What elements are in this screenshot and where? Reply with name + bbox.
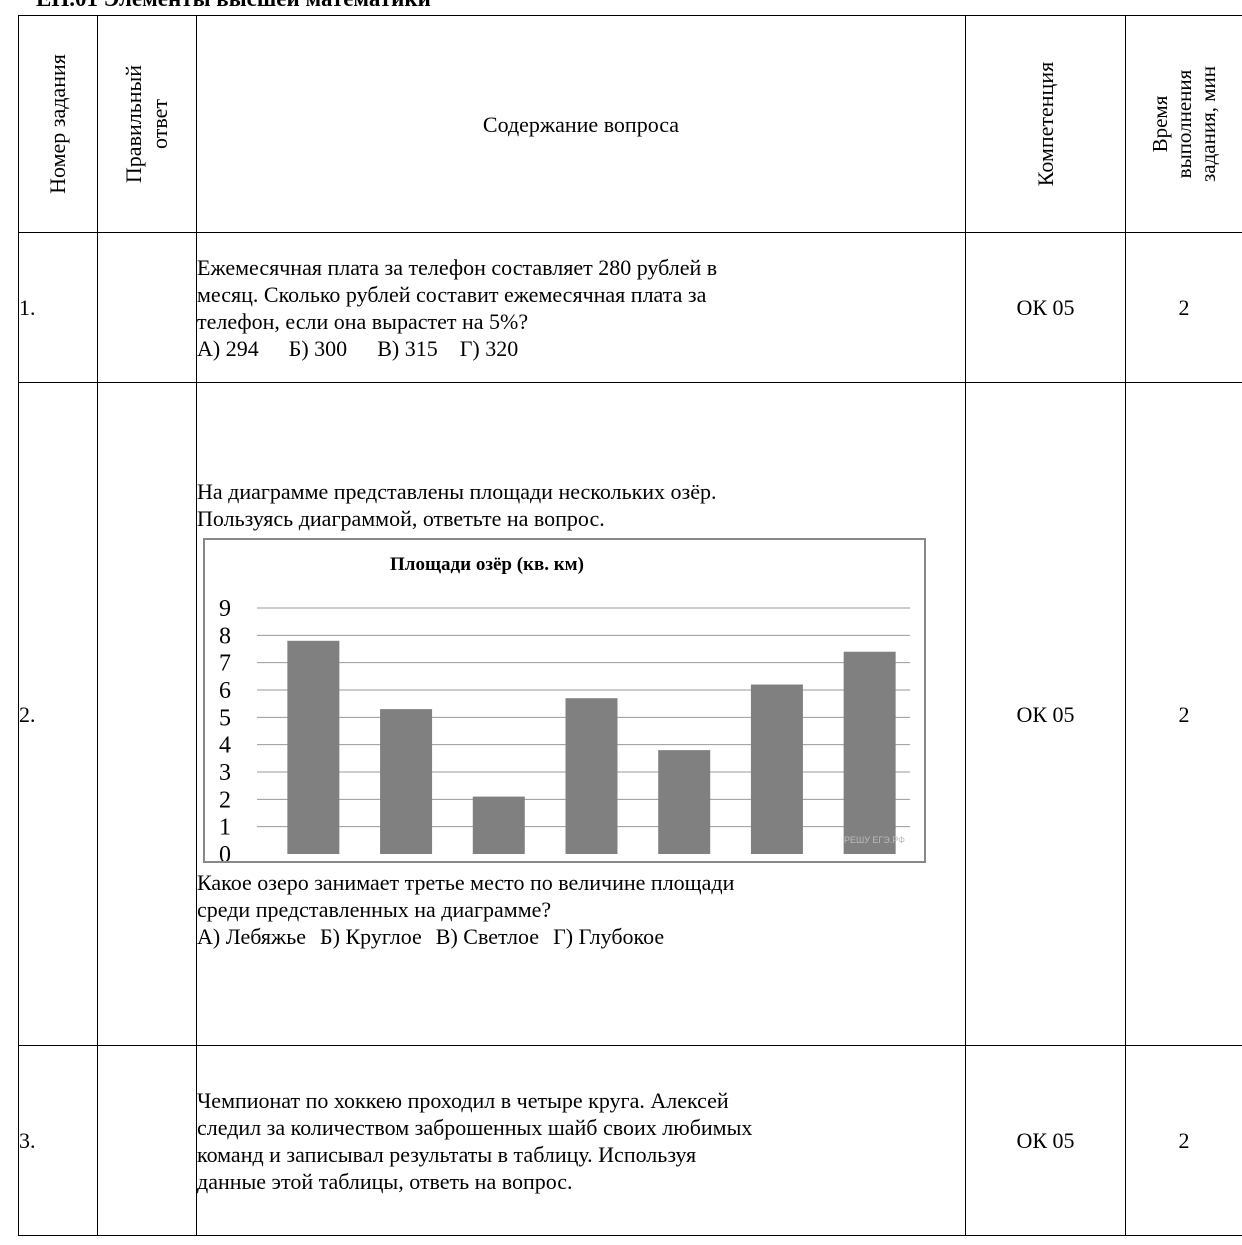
y-tick-label: 8: [219, 623, 231, 649]
answer-options: А) 294 Б) 300 В) 315 Г) 320: [197, 335, 519, 361]
table-row: 2. На диаграмме представлены площади нес…: [18, 382, 1242, 1046]
competence-cell: ОК 05: [965, 232, 1126, 383]
competence-cell: ОК 05: [965, 1045, 1126, 1236]
header-number: Номер задания: [18, 15, 98, 233]
y-tick-label: 0: [219, 842, 231, 861]
bar-4: [565, 698, 618, 854]
time-cell: 2: [1125, 232, 1242, 383]
answer-options: А) Лебяжье Б) Круглое В) Светлое Г) Глубоко…: [197, 924, 665, 949]
correct-answer-cell: [97, 382, 197, 1046]
question-number: 3.: [18, 1045, 98, 1236]
header-competence-label: Компетенция: [1032, 61, 1058, 187]
y-tick-label: 7: [219, 651, 231, 677]
time-cell: 2: [1125, 382, 1242, 1046]
bar-5: [658, 750, 711, 854]
y-tick-label: 5: [219, 705, 231, 731]
header-time-label: Время выполнения задания, мин: [1148, 65, 1220, 183]
chart-watermark: РЕШУ ЕГЭ.РФ: [844, 835, 905, 845]
correct-answer-cell: [97, 232, 197, 383]
y-tick-label: 2: [219, 787, 231, 813]
table-row: 1. Ежемесячная плата за телефон составля…: [18, 232, 1242, 383]
y-tick-label: 1: [219, 815, 231, 841]
y-tick-label: 3: [219, 760, 231, 786]
header-time: Время выполнения задания, мин: [1125, 15, 1242, 233]
question-content: Чемпионат по хоккею проходил в четыре кр…: [196, 1045, 966, 1236]
question-content: На диаграмме представлены площади нескол…: [196, 382, 966, 1046]
correct-answer-cell: [97, 1045, 197, 1236]
chart-bars: [287, 640, 896, 854]
header-content: Содержание вопроса: [196, 15, 966, 233]
header-answer: Правильный ответ: [97, 15, 197, 233]
header-number-label: Номер задания: [45, 54, 70, 194]
y-tick-label: 6: [219, 678, 231, 704]
bar-1: [287, 640, 340, 854]
questions-table: Номер задания Правильный ответ Содержани…: [18, 15, 1242, 1236]
header-competence: Компетенция: [965, 15, 1126, 233]
competence-cell: ОК 05: [965, 382, 1126, 1046]
table-row: 3. Чемпионат по хоккею проходил в четыре…: [18, 1045, 1242, 1236]
question-content: Ежемесячная плата за телефон составляет …: [196, 232, 966, 383]
chart-title: Площади озёр (кв. км): [390, 554, 584, 575]
bar-7: [843, 651, 896, 854]
y-tick-label: 9: [219, 596, 231, 622]
question-number: 1.: [18, 232, 98, 383]
bar-2: [380, 709, 433, 854]
header-row: Номер задания Правильный ответ Содержани…: [18, 15, 1242, 233]
y-tick-label: 4: [219, 733, 231, 759]
time-cell: 2: [1125, 1045, 1242, 1236]
bar-3: [472, 796, 525, 854]
question-number: 2.: [18, 382, 98, 1046]
document-title: ЕН.01 Элементы высшей математики: [36, 0, 431, 12]
bar-6: [750, 684, 803, 854]
header-answer-label: Правильный ответ: [121, 64, 172, 184]
